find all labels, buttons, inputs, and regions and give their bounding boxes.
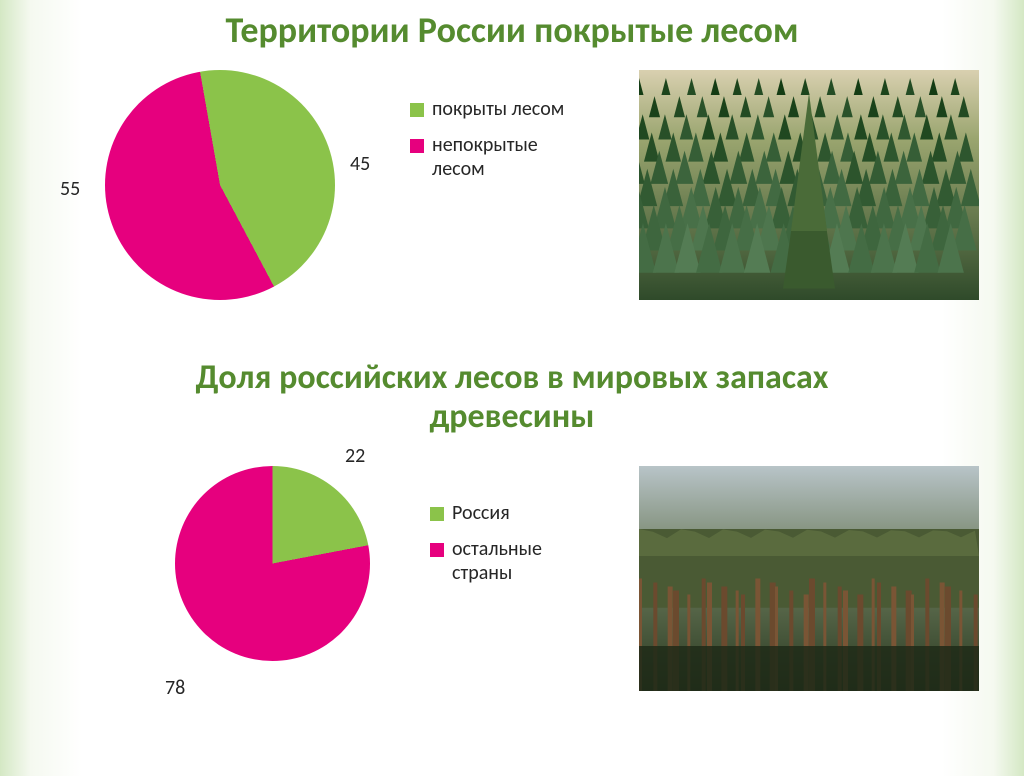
swatch-icon — [410, 103, 424, 117]
swatch-icon — [430, 543, 444, 557]
chart2-legend: Россия остальные страны — [430, 501, 602, 597]
chart1-pie — [105, 70, 335, 300]
pine-forest-icon — [639, 466, 979, 691]
swatch-icon — [410, 139, 424, 153]
chart2-title: Доля российских лесов в мировых запасах … — [0, 358, 1024, 436]
chart2-value-1: 78 — [165, 676, 185, 700]
chart1-value-0: 45 — [350, 152, 370, 176]
section-chart1: 45 55 покрыты лесом непокрытые лесом — [0, 52, 1024, 352]
section-chart2: 22 78 Россия остальные страны — [0, 436, 1024, 776]
chart2-pie-wrap — [175, 466, 370, 661]
chart2-pie — [175, 466, 370, 661]
chart1-title: Территории России покрытые лесом — [0, 0, 1024, 52]
chart1-pie-wrap — [105, 70, 335, 300]
forest-image-2 — [639, 466, 979, 691]
chart2-legend-label-1: остальные страны — [452, 537, 602, 585]
chart1-legend-label-1: непокрытые лесом — [432, 133, 582, 181]
chart1-legend: покрыты лесом непокрытые лесом — [410, 97, 582, 193]
chart1-value-1: 55 — [60, 177, 80, 201]
forest-image-1 — [639, 70, 979, 300]
coniferous-forest-icon — [639, 70, 979, 300]
chart2-legend-item-1: остальные страны — [430, 537, 602, 585]
chart2-legend-item-0: Россия — [430, 501, 602, 525]
chart1-legend-item-1: непокрытые лесом — [410, 133, 582, 181]
chart1-legend-label-0: покрыты лесом — [432, 97, 564, 121]
chart2-legend-label-0: Россия — [452, 501, 510, 525]
swatch-icon — [430, 507, 444, 521]
chart1-legend-item-0: покрыты лесом — [410, 97, 582, 121]
chart2-value-0: 22 — [345, 444, 365, 468]
